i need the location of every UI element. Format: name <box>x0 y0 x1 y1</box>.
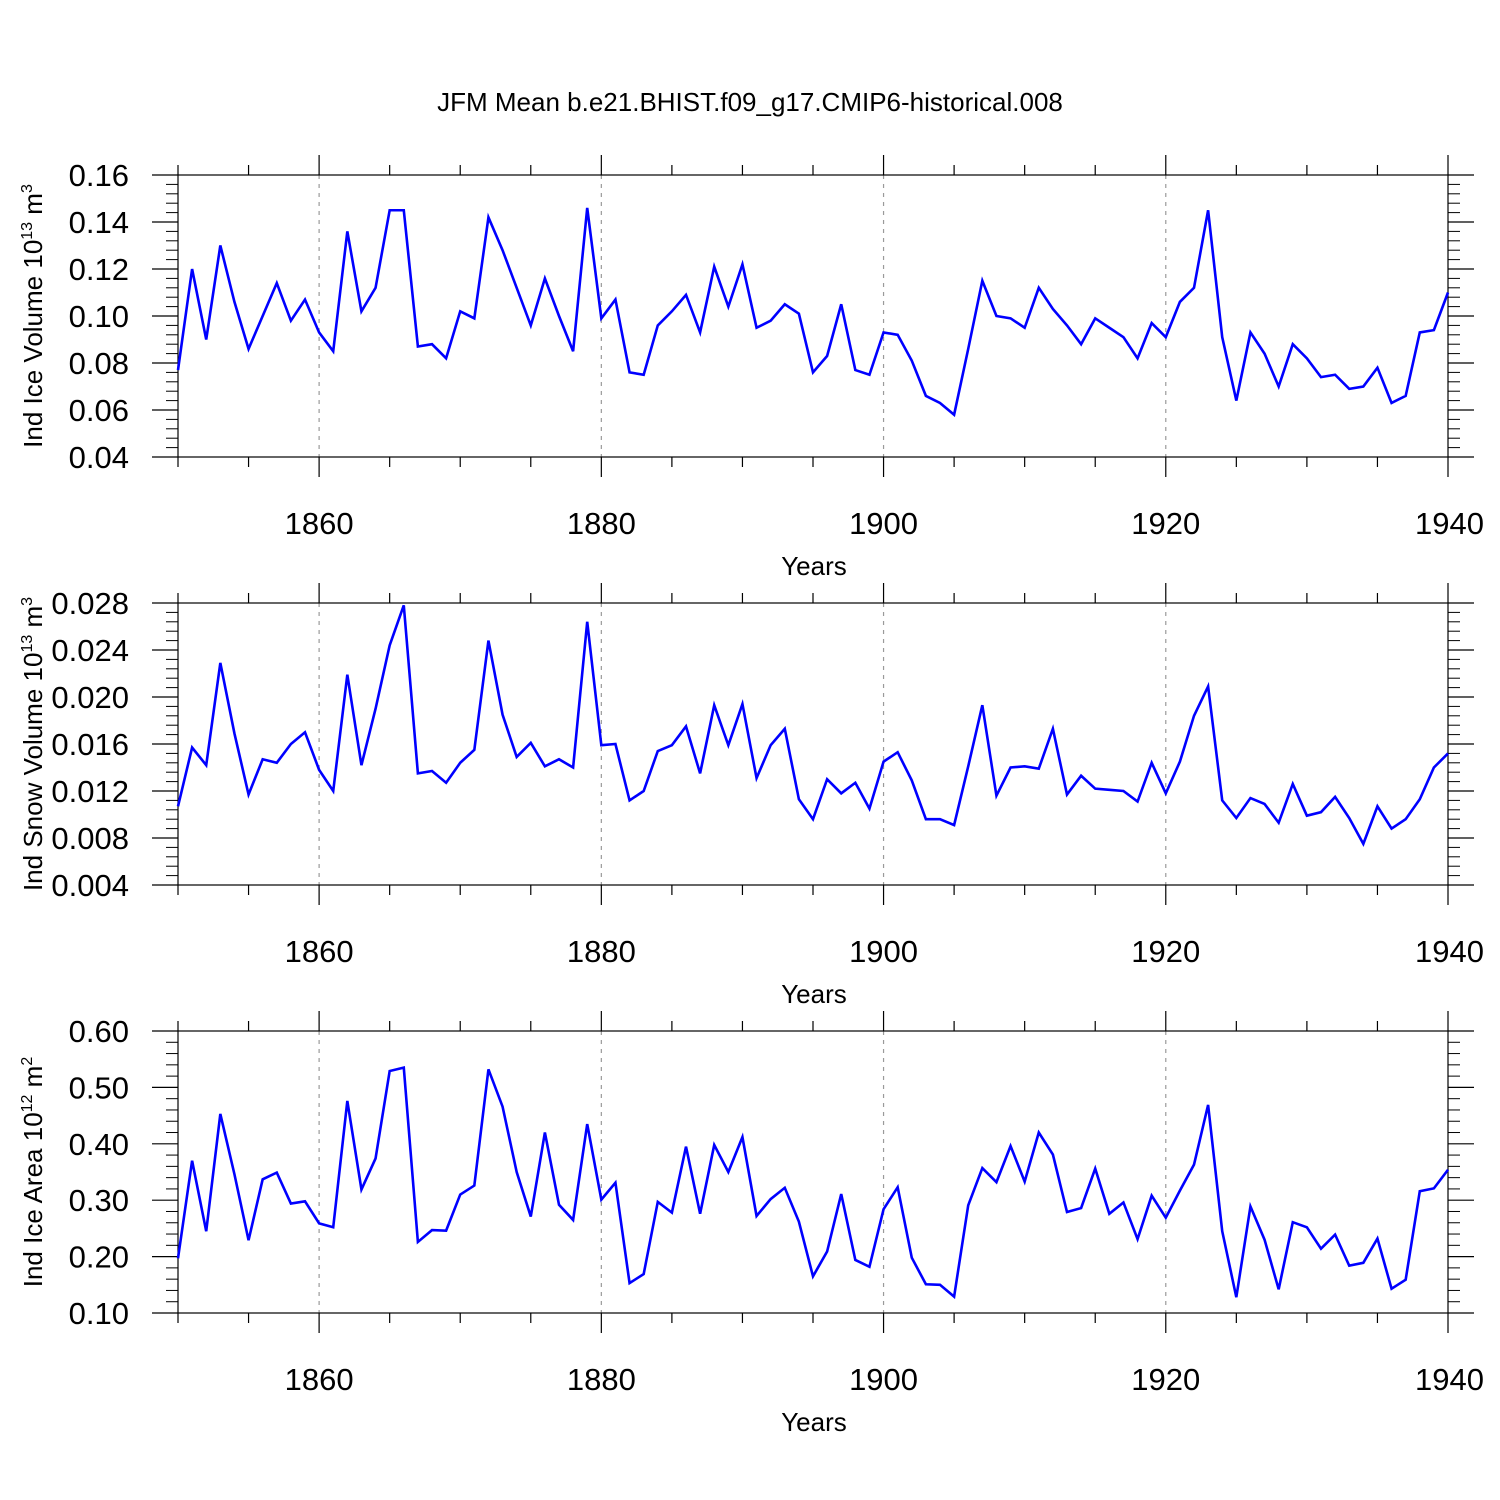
y-tick-label: 0.60 <box>69 1014 129 1049</box>
x-axis-label: Years <box>781 1407 847 1437</box>
y-tick-label: 0.20 <box>69 1240 129 1275</box>
series-line <box>176 604 1449 847</box>
y-tick-label: 0.14 <box>69 205 129 240</box>
y-tick-label: 0.50 <box>69 1070 129 1105</box>
y-axis-label-text: Ind Ice Area 10 <box>18 1112 48 1287</box>
x-tick-label: 1920 <box>1131 934 1200 969</box>
x-tick-label: 1940 <box>1415 1362 1484 1397</box>
panel-1: 1860 1880 1900 1920 1940 Years 0.04 0.06 0.08 0.1… <box>18 155 1484 581</box>
y-tick-label: 0.024 <box>51 633 129 668</box>
panel-3: 1860 1880 1900 1920 1940 Years 0.10 0.20 0.30 0.4… <box>18 1011 1484 1437</box>
y-tick-label: 0.020 <box>51 680 129 715</box>
x-tick-label: 1880 <box>567 1362 636 1397</box>
y-tick-label: 0.012 <box>51 774 129 809</box>
x-tick-label: 1860 <box>285 1362 354 1397</box>
y-tick-label: 0.04 <box>69 440 129 475</box>
y-tick-label: 0.016 <box>51 727 129 762</box>
plot-frame <box>177 602 1449 886</box>
x-tick-label: 1920 <box>1131 1362 1200 1397</box>
plot-frame <box>177 174 1449 458</box>
y-axis-label-exp: 13 <box>19 635 36 653</box>
x-tick-label: 1860 <box>285 934 354 969</box>
x-tick-label: 1920 <box>1131 506 1200 541</box>
x-tick-label: 1900 <box>849 1362 918 1397</box>
x-tick-label: 1900 <box>849 934 918 969</box>
y-tick-label: 0.06 <box>69 393 129 428</box>
x-tick-label: 1940 <box>1415 934 1484 969</box>
series-line <box>176 207 1450 418</box>
x-tick-label: 1880 <box>567 934 636 969</box>
y-tick-label: 0.08 <box>69 346 129 381</box>
chart-title: JFM Mean b.e21.BHIST.f09_g17.CMIP6-histo… <box>437 87 1063 117</box>
y-tick-label: 0.30 <box>69 1183 129 1218</box>
y-axis-label-exp: 12 <box>19 1094 36 1112</box>
x-tick-label: 1940 <box>1415 506 1484 541</box>
y-axis-label-unit-exp: 3 <box>19 597 36 606</box>
y-tick-label: 0.028 <box>51 586 129 621</box>
y-axis-label-unit-exp: 3 <box>19 184 36 193</box>
y-tick-label: 0.10 <box>69 299 129 334</box>
series-line <box>176 1066 1450 1300</box>
x-tick-label: 1900 <box>849 506 918 541</box>
y-tick-label: 0.40 <box>69 1127 129 1162</box>
panels: 1860 1880 1900 1920 1940 Years 0.04 0.06 0.08 0.1… <box>18 155 1484 1437</box>
y-tick-label: 0.004 <box>51 868 129 903</box>
y-axis-label-unit: m <box>18 193 48 222</box>
y-axis-label-text: Ind Snow Volume 10 <box>18 653 48 892</box>
panel-2: 1860 1880 1900 1920 1940 Years 0.004 0.008 0.012… <box>18 583 1484 1009</box>
y-tick-label: 0.12 <box>69 252 129 287</box>
x-tick-label: 1880 <box>567 506 636 541</box>
x-axis-label: Years <box>781 979 847 1009</box>
y-tick-label: 0.10 <box>69 1296 129 1331</box>
y-axis-label: Ind Ice Area 1012 m2 <box>18 1057 48 1288</box>
x-axis-label: Years <box>781 551 847 581</box>
y-tick-label: 0.008 <box>51 821 129 856</box>
y-axis-label-unit: m <box>18 606 48 635</box>
y-axis-label: Ind Ice Volume 1013 m3 <box>18 184 48 448</box>
y-axis-label-exp: 13 <box>19 222 36 240</box>
y-axis-label-unit: m <box>18 1066 48 1095</box>
y-axis-label-text: Ind Ice Volume 10 <box>18 240 48 448</box>
y-axis-label: Ind Snow Volume 1013 m3 <box>18 597 48 891</box>
x-tick-label: 1860 <box>285 506 354 541</box>
y-tick-label: 0.16 <box>69 158 129 193</box>
y-axis-label-unit-exp: 2 <box>19 1057 36 1066</box>
